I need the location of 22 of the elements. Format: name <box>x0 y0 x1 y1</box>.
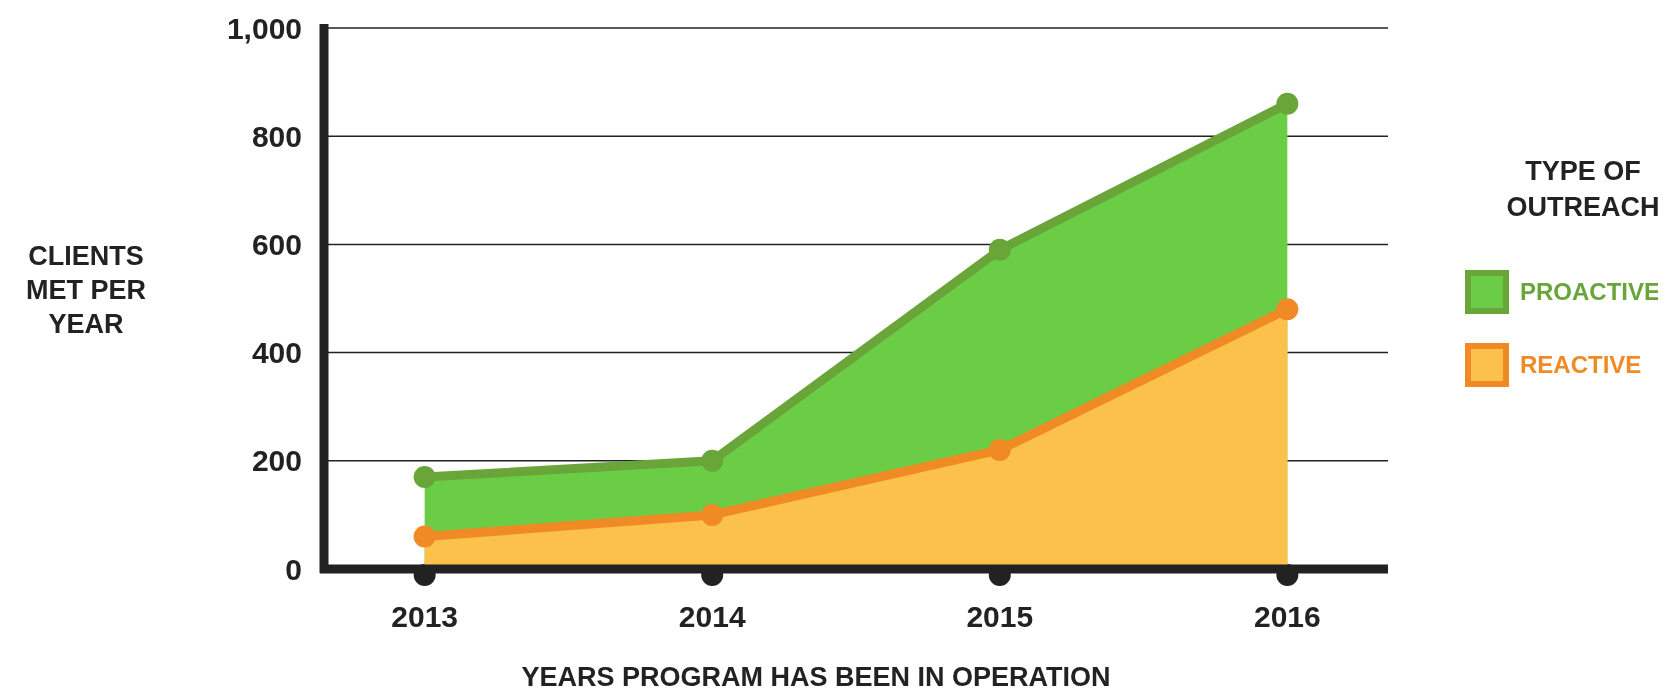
x-tick-label: 2016 <box>1253 600 1321 633</box>
point <box>701 503 724 526</box>
legend-title: TYPE OF OUTREACH <box>1506 156 1660 222</box>
y-axis-title: CLIENTS MET PER YEAR <box>25 240 147 339</box>
point <box>988 438 1011 461</box>
x-tick-label: 2013 <box>391 600 459 633</box>
legend-label: REACTIVE <box>1520 351 1642 379</box>
y-tick-label: 600 <box>251 227 302 261</box>
point <box>988 238 1011 261</box>
point <box>413 466 436 489</box>
x-axis-title: YEARS PROGRAM HAS BEEN IN OPERATION <box>521 662 1111 692</box>
point <box>1276 298 1299 321</box>
y-tick-label: 400 <box>251 336 302 370</box>
y-tick-label: 200 <box>251 444 302 478</box>
x-tick-label: 2014 <box>678 600 746 633</box>
point <box>701 449 724 472</box>
point <box>1276 92 1299 115</box>
x-tick-label: 2015 <box>966 600 1034 633</box>
y-tick-label: 800 <box>251 119 302 153</box>
y-tick-label: 1,000 <box>226 11 302 45</box>
y-tick-label: 0 <box>285 552 302 586</box>
point <box>413 525 436 548</box>
